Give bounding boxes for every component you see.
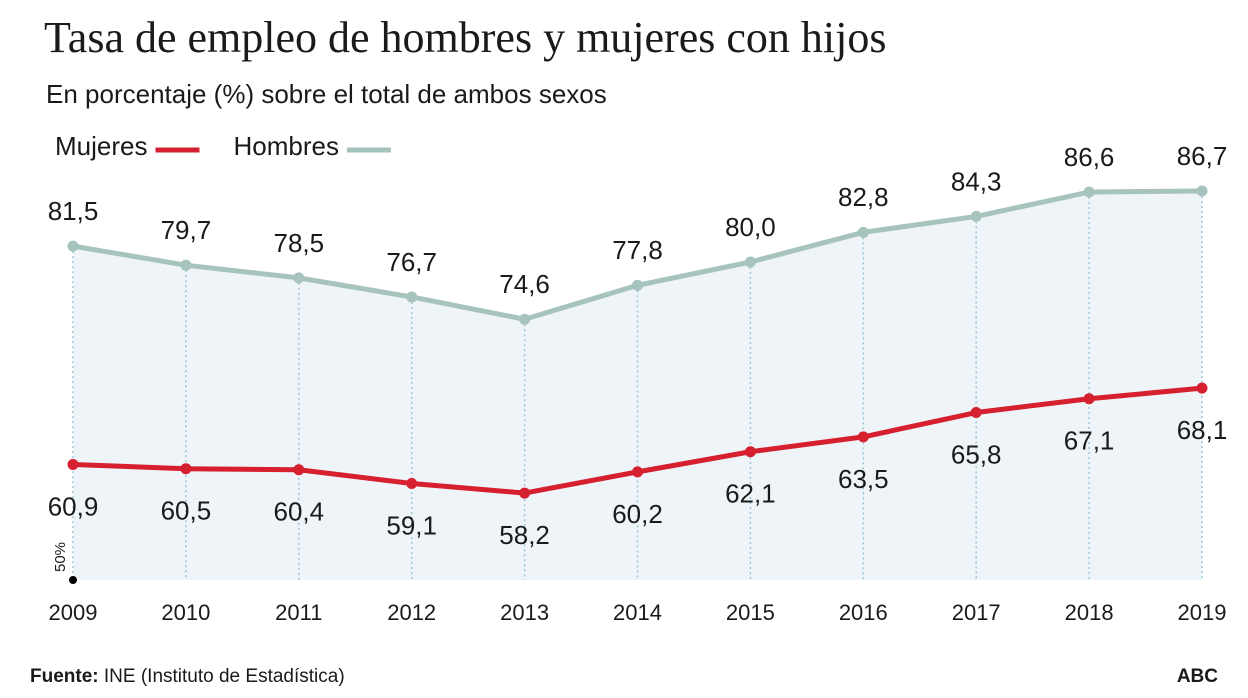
data-label: 84,3 bbox=[951, 166, 1002, 196]
point bbox=[293, 464, 305, 476]
point bbox=[744, 256, 756, 268]
data-label: 81,5 bbox=[48, 196, 99, 226]
point bbox=[67, 458, 79, 470]
x-tick-label: 2009 bbox=[49, 600, 98, 625]
data-label: 86,7 bbox=[1177, 141, 1228, 171]
x-tick-label: 2010 bbox=[161, 600, 210, 625]
credit: ABC bbox=[1177, 666, 1218, 687]
data-label: 82,8 bbox=[838, 182, 889, 212]
point bbox=[970, 210, 982, 222]
point bbox=[180, 259, 192, 271]
point bbox=[1083, 393, 1095, 405]
data-label: 68,1 bbox=[1177, 415, 1228, 445]
data-label: 65,8 bbox=[951, 439, 1002, 469]
point bbox=[857, 226, 869, 238]
legend-label: Hombres bbox=[233, 131, 338, 161]
data-label: 76,7 bbox=[386, 247, 437, 277]
data-label: 58,2 bbox=[499, 520, 550, 550]
point bbox=[1083, 186, 1095, 198]
x-tick-label: 2014 bbox=[613, 600, 662, 625]
data-label: 74,6 bbox=[499, 269, 550, 299]
data-label: 60,4 bbox=[273, 497, 324, 527]
x-tick-label: 2012 bbox=[387, 600, 436, 625]
data-label: 80,0 bbox=[725, 212, 776, 242]
point bbox=[632, 466, 643, 478]
x-tick-label: 2018 bbox=[1065, 600, 1114, 625]
data-label: 62,1 bbox=[725, 479, 776, 509]
source-text: INE (Instituto de Estadística) bbox=[104, 666, 345, 687]
data-label: 63,5 bbox=[838, 464, 889, 494]
point bbox=[67, 240, 79, 252]
x-tick-label: 2015 bbox=[726, 600, 775, 625]
data-label: 77,8 bbox=[612, 235, 663, 265]
point bbox=[519, 487, 531, 499]
x-tick-label: 2016 bbox=[839, 600, 888, 625]
source: Fuente: INE (Instituto de Estadística) bbox=[30, 666, 345, 687]
data-label: 59,1 bbox=[386, 510, 437, 540]
point bbox=[632, 279, 643, 291]
x-tick-label: 2011 bbox=[275, 600, 322, 625]
data-label: 60,5 bbox=[161, 496, 212, 526]
data-label: 79,7 bbox=[161, 215, 212, 245]
point bbox=[1196, 185, 1208, 197]
point bbox=[406, 478, 418, 490]
point bbox=[970, 407, 982, 419]
point bbox=[519, 313, 531, 325]
point bbox=[857, 431, 869, 443]
source-label: Fuente: bbox=[30, 666, 99, 687]
data-label: 78,5 bbox=[273, 228, 324, 258]
point bbox=[744, 446, 756, 458]
x-tick-label: 2019 bbox=[1178, 600, 1227, 625]
legend-label: Mujeres bbox=[55, 131, 147, 161]
data-label: 60,9 bbox=[48, 491, 99, 521]
point bbox=[180, 463, 192, 475]
chart-title: Tasa de empleo de hombres y mujeres con … bbox=[44, 13, 886, 62]
chart-subtitle: En porcentaje (%) sobre el total de ambo… bbox=[46, 79, 607, 109]
y-tick-mark bbox=[69, 576, 77, 584]
point bbox=[293, 272, 305, 284]
data-label: 67,1 bbox=[1064, 426, 1115, 456]
point bbox=[1196, 382, 1208, 394]
data-label: 86,6 bbox=[1064, 142, 1115, 172]
point bbox=[406, 291, 418, 303]
x-tick-label: 2013 bbox=[500, 600, 549, 625]
x-tick-label: 2017 bbox=[952, 600, 1001, 625]
data-label: 60,2 bbox=[612, 499, 663, 529]
y-tick-label: 50% bbox=[52, 542, 69, 572]
